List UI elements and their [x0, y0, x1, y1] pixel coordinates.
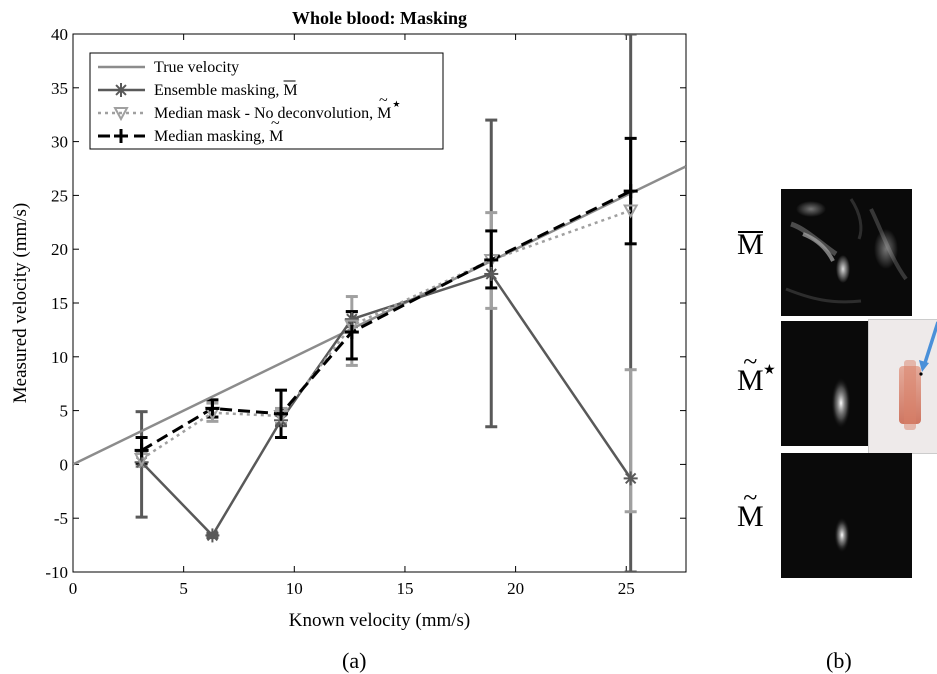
image-median-masking	[781, 453, 912, 578]
y-tick-label: 30	[51, 133, 68, 152]
series-line-0	[73, 165, 686, 466]
panel-label-ensemble: M	[737, 228, 764, 262]
marker-asterisk	[114, 83, 128, 97]
legend-box	[89, 52, 444, 150]
inset-image	[868, 319, 937, 454]
marker-plus	[274, 406, 289, 421]
accent-tilde: ~	[379, 92, 388, 109]
marker-plus	[484, 252, 499, 267]
panel-label-median-nodeconv: M★	[737, 347, 776, 398]
y-tick-label: 10	[51, 348, 68, 367]
y-axis-label: Measured velocity (mm/s)	[10, 203, 31, 404]
panel-label-median: M	[737, 483, 764, 534]
inset-content	[899, 321, 937, 430]
y-tick-label: 15	[51, 294, 68, 313]
y-tick-label: 35	[51, 79, 68, 98]
panel-label-text: M	[737, 364, 764, 397]
image-ensemble-masking	[781, 189, 912, 316]
x-tick-label: 15	[396, 579, 413, 598]
caption-a: (a)	[342, 648, 367, 673]
y-tick-label: -10	[45, 563, 68, 582]
star-icon: ★	[392, 99, 400, 109]
marker-asterisk	[484, 266, 499, 281]
x-tick-label: 25	[618, 579, 635, 598]
y-tick-label: 40	[51, 25, 68, 44]
caption-b: (b)	[826, 648, 852, 673]
x-tick-label: 10	[286, 579, 303, 598]
panel-label-text: M	[737, 500, 764, 533]
marker-plus	[205, 401, 220, 416]
plot-area: 0 5 10 15 20 25 -10 -5 0 5 10 15 20 25 30 35 40	[45, 25, 687, 598]
marker-plus	[344, 325, 359, 340]
legend-label: Ensemble masking, M	[154, 82, 298, 99]
marker-plus	[134, 443, 149, 458]
marker-triangle	[622, 204, 639, 219]
legend-label: Median masking, M	[154, 128, 283, 145]
legend-label: Median mask - No deconvolution, M	[154, 105, 391, 122]
panel-label-text: M	[737, 228, 764, 261]
marker-plus	[623, 184, 638, 199]
y-tick-label: 5	[60, 402, 69, 421]
x-tick-label: 0	[69, 579, 78, 598]
arrow-icon	[922, 321, 937, 367]
y-tick-label: 0	[60, 455, 69, 474]
y-tick-label: -5	[54, 509, 68, 528]
marker-plus	[114, 129, 128, 143]
image-median-content	[781, 453, 912, 578]
accent-tilde: ~	[271, 115, 280, 132]
y-tick-label: 20	[51, 240, 68, 259]
legend: True velocity Ensemble masking, M Median m…	[89, 52, 444, 150]
errorbars-2	[135, 211, 637, 514]
marker-triangle	[113, 107, 129, 122]
chart-title: Whole blood: Masking	[292, 8, 467, 28]
series-group	[73, 34, 686, 572]
star-icon: ★	[763, 363, 776, 378]
y-tick-label: 25	[51, 186, 68, 205]
image-ensemble-content	[781, 189, 912, 316]
x-tick-label: 20	[507, 579, 524, 598]
marker-triangle	[344, 319, 360, 334]
series-line-3	[140, 189, 632, 452]
legend-label: True velocity	[154, 59, 239, 76]
marker-asterisk	[344, 312, 359, 327]
marker-asterisk	[623, 471, 638, 486]
marker-asterisk	[205, 528, 220, 543]
x-tick-label: 5	[179, 579, 188, 598]
x-axis-label: Known velocity (mm/s)	[289, 610, 471, 631]
